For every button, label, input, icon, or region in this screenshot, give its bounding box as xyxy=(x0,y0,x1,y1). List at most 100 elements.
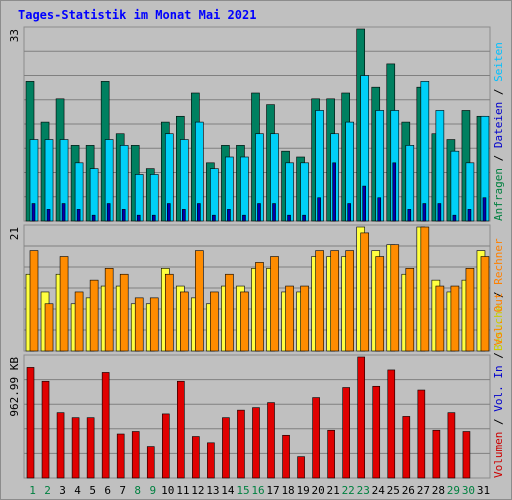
x-tick-label: 19 xyxy=(296,484,309,497)
bar-dateien-inner-25 xyxy=(392,162,397,222)
x-tick-label: 20 xyxy=(312,484,325,497)
x-tick-label: 10 xyxy=(161,484,174,497)
bar-rechner-6 xyxy=(104,268,114,352)
bar-dateien-2 xyxy=(44,139,54,222)
bar-volumen-30 xyxy=(462,431,471,479)
bar-volumen-26 xyxy=(402,416,411,479)
legend-item: Vol. Out xyxy=(492,293,505,346)
bar-dateien-inner-31 xyxy=(482,197,487,222)
bar-rechner-13 xyxy=(210,291,219,352)
bar-volumen-14 xyxy=(222,417,230,479)
x-tick-label: 29 xyxy=(447,484,460,497)
x-tick-label: 18 xyxy=(281,484,294,497)
bar-dateien-13 xyxy=(210,168,219,222)
bar-rechner-7 xyxy=(119,273,129,352)
bar-dateien-15 xyxy=(240,156,249,222)
bar-dateien-inner-18 xyxy=(287,214,291,222)
bar-rechner-30 xyxy=(465,268,475,352)
bar-rechner-11 xyxy=(180,291,189,352)
bar-volumen-7 xyxy=(116,433,125,479)
y-max-label: 33 xyxy=(8,29,21,42)
bar-rechner-21 xyxy=(330,250,339,352)
bar-dateien-inner-5 xyxy=(91,214,96,222)
bar-rechner-17 xyxy=(270,256,279,352)
legend-item: Dateien xyxy=(492,102,505,148)
x-tick-label: 6 xyxy=(104,484,111,497)
bar-dateien-inner-20 xyxy=(317,197,321,222)
bar-volumen-23 xyxy=(357,356,366,479)
bar-dateien-inner-14 xyxy=(227,209,231,222)
y-max-label: 962.99 KB xyxy=(8,357,21,417)
bar-dateien-inner-17 xyxy=(272,203,276,222)
bar-dateien-inner-23 xyxy=(362,185,367,222)
x-tick-label: 17 xyxy=(266,484,279,497)
bar-volumen-2 xyxy=(41,380,50,479)
x-tick-label: 14 xyxy=(221,484,235,497)
bar-volumen-8 xyxy=(131,431,140,479)
bar-dateien-inner-30 xyxy=(467,209,472,222)
bar-rechner-4 xyxy=(74,291,84,352)
legend-item: Besuche xyxy=(492,305,505,351)
bar-dateien-inner-9 xyxy=(151,214,156,222)
bar-volumen-9 xyxy=(146,446,155,479)
bar-dateien-inner-2 xyxy=(46,209,51,222)
bar-volumen-12 xyxy=(192,436,200,479)
legend-item: Volumen xyxy=(492,432,505,478)
bar-rechner-28 xyxy=(435,285,445,352)
bar-rechner-23 xyxy=(360,232,370,352)
bar-dateien-inner-7 xyxy=(121,209,126,222)
legend-separator: / xyxy=(492,82,505,102)
bar-rechner-29 xyxy=(450,285,460,352)
bar-dateien-8 xyxy=(134,174,144,222)
bar-volumen-17 xyxy=(267,402,275,479)
bar-dateien-inner-12 xyxy=(197,203,201,222)
bar-rechner-10 xyxy=(164,273,174,352)
bar-dateien-27 xyxy=(420,81,430,222)
x-tick-label: 16 xyxy=(251,484,264,497)
bar-rechner-8 xyxy=(134,297,144,352)
bar-dateien-inner-6 xyxy=(106,203,111,222)
x-tick-label: 23 xyxy=(357,484,370,497)
chart-title: Tages-Statistik im Monat Mai 2021 xyxy=(18,8,257,22)
bar-volumen-27 xyxy=(417,389,426,479)
bar-volumen-5 xyxy=(86,417,95,479)
legend-separator: / xyxy=(492,412,505,432)
legend-item: Seiten xyxy=(492,42,505,82)
bar-dateien-inner-4 xyxy=(76,209,81,222)
bar-dateien-29 xyxy=(450,150,460,222)
x-tick-label: 26 xyxy=(402,484,415,497)
x-tick-label: 3 xyxy=(59,484,66,497)
bar-dateien-inner-1 xyxy=(31,203,36,222)
bar-rechner-27 xyxy=(420,226,430,352)
bar-dateien-inner-16 xyxy=(257,203,261,222)
bar-rechner-5 xyxy=(89,279,99,352)
bar-volumen-19 xyxy=(297,456,305,479)
x-tick-label: 24 xyxy=(372,484,386,497)
bar-dateien-inner-3 xyxy=(61,203,66,222)
bar-rechner-9 xyxy=(149,297,159,352)
legend-middle: Besuche / Rechner xyxy=(492,238,505,351)
bar-dateien-inner-28 xyxy=(437,203,442,222)
x-tick-label: 5 xyxy=(89,484,96,497)
bar-dateien-inner-19 xyxy=(302,214,306,222)
bar-rechner-2 xyxy=(44,303,54,352)
bar-rechner-20 xyxy=(315,250,324,352)
x-tick-label: 7 xyxy=(119,484,126,497)
bar-rechner-24 xyxy=(375,256,385,352)
legend-item: Vol. In xyxy=(492,365,505,411)
bar-rechner-1 xyxy=(29,250,39,352)
bar-rechner-15 xyxy=(240,291,249,352)
bar-dateien-inner-29 xyxy=(452,214,457,222)
legend-item: Anfragen xyxy=(492,168,505,221)
bar-volumen-6 xyxy=(101,372,110,479)
x-tick-label: 28 xyxy=(432,484,445,497)
bar-dateien-9 xyxy=(149,174,159,222)
bar-dateien-11 xyxy=(180,139,189,222)
x-tick-label: 11 xyxy=(176,484,189,497)
bar-volumen-20 xyxy=(312,397,320,479)
bar-rechner-18 xyxy=(285,285,294,352)
x-tick-label: 21 xyxy=(327,484,340,497)
bar-volumen-10 xyxy=(161,413,170,479)
legend-bottom: Volumen / Vol. In / Vol. Out xyxy=(492,293,505,478)
bar-volumen-28 xyxy=(432,429,441,479)
